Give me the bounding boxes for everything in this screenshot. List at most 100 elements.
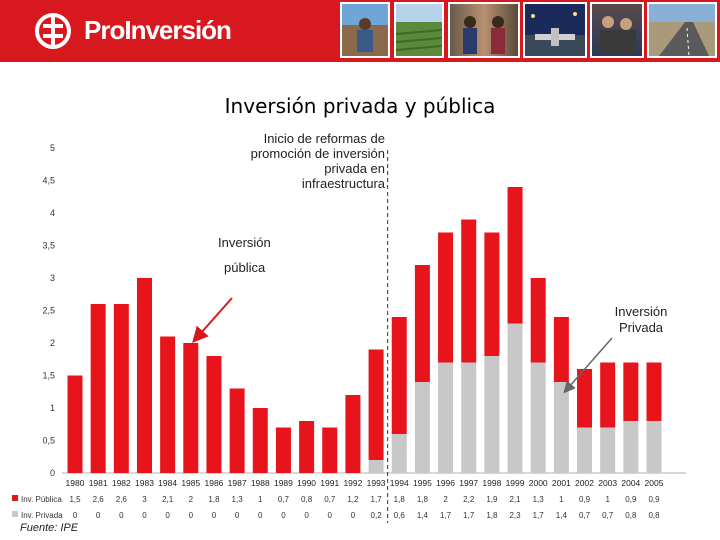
table-privada-value: 0,7 xyxy=(602,511,614,520)
private-investment-label: Inversión xyxy=(615,304,668,319)
bar-publica-1990 xyxy=(299,421,315,473)
table-privada-value: 0 xyxy=(304,511,309,520)
bar-publica-1997 xyxy=(461,219,477,363)
field-photo xyxy=(394,2,444,58)
table-privada-value: 0 xyxy=(281,511,286,520)
table-publica-value: 2 xyxy=(443,495,448,504)
table-publica-value: 1,5 xyxy=(69,495,81,504)
bar-privada-2001 xyxy=(553,382,569,473)
investment-chart: 0 0,5 1 1,5 2 2,5 3 3,5 4 4,5 5 1980 1,5 0 1981 2,6 0 198… xyxy=(12,131,686,523)
bar-publica-1994 xyxy=(391,317,407,434)
private-arrow xyxy=(563,337,613,394)
x-tick-label: 2001 xyxy=(552,478,571,488)
bar-publica-1987 xyxy=(229,388,245,473)
x-tick-label: 1990 xyxy=(297,478,316,488)
x-tick-label: 1983 xyxy=(135,478,154,488)
legend-privada-label: Inv. Privada xyxy=(21,511,63,520)
bar-privada-1999 xyxy=(507,323,523,473)
table-publica-value: 0,9 xyxy=(648,495,660,504)
legend-privada-swatch xyxy=(12,511,18,517)
bar-publica-1984 xyxy=(160,336,176,473)
table-privada-value: 0 xyxy=(351,511,356,520)
reform-annotation-line: Inicio de reformas de xyxy=(264,131,385,146)
bar-publica-1993 xyxy=(368,349,384,460)
y-tick-label: 2 xyxy=(50,338,55,348)
table-privada-value: 0 xyxy=(189,511,194,520)
x-tick-label: 2000 xyxy=(529,478,548,488)
table-publica-value: 3 xyxy=(142,495,147,504)
table-publica-value: 1,7 xyxy=(371,495,383,504)
table-privada-value: 0,8 xyxy=(625,511,637,520)
table-privada-value: 0,6 xyxy=(394,511,406,520)
y-tick-label: 4,5 xyxy=(42,176,55,186)
bar-privada-2002 xyxy=(577,427,593,473)
table-privada-value: 1,8 xyxy=(486,511,498,520)
table-publica-value: 1 xyxy=(559,495,564,504)
brand-name: ProInversión xyxy=(84,15,232,45)
bar-privada-1997 xyxy=(461,362,477,473)
y-tick-label: 2,5 xyxy=(42,306,55,316)
table-privada-value: 1,7 xyxy=(533,511,545,520)
table-privada-value: 0,8 xyxy=(648,511,660,520)
x-tick-label: 2005 xyxy=(645,478,664,488)
table-publica-value: 1,3 xyxy=(232,495,244,504)
table-privada-value: 1,7 xyxy=(440,511,452,520)
table-privada-value: 0 xyxy=(235,511,240,520)
bar-publica-2004 xyxy=(623,362,639,421)
public-investment-label: Inversión xyxy=(218,235,271,250)
y-tick-label: 1,5 xyxy=(42,371,55,381)
table-publica-value: 1 xyxy=(605,495,610,504)
bar-publica-1991 xyxy=(322,427,338,473)
table-publica-value: 1,8 xyxy=(417,495,429,504)
table-publica-value: 2 xyxy=(189,495,194,504)
bar-privada-1998 xyxy=(484,356,500,473)
table-privada-value: 0 xyxy=(212,511,217,520)
y-tick-label: 3,5 xyxy=(42,241,55,251)
bar-publica-1988 xyxy=(252,408,268,473)
table-publica-value: 2,2 xyxy=(463,495,475,504)
x-tick-label: 1993 xyxy=(367,478,386,488)
table-privada-value: 0 xyxy=(165,511,170,520)
table-publica-value: 1,8 xyxy=(394,495,406,504)
farmer-photo xyxy=(340,2,390,58)
table-privada-value: 1,4 xyxy=(556,511,568,520)
bar-publica-1999 xyxy=(507,187,523,324)
x-tick-label: 1985 xyxy=(181,478,200,488)
x-tick-label: 1980 xyxy=(66,478,85,488)
x-tick-label: 2002 xyxy=(575,478,594,488)
bar-privada-1994 xyxy=(391,434,407,473)
bar-privada-2004 xyxy=(623,421,639,473)
reform-annotation-line: privada en xyxy=(324,161,385,176)
x-tick-label: 1999 xyxy=(506,478,525,488)
reform-annotation-line: infraestructura xyxy=(302,176,386,191)
y-tick-label: 3 xyxy=(50,273,55,283)
bar-publica-2003 xyxy=(600,362,616,428)
x-tick-label: 1989 xyxy=(274,478,293,488)
x-tick-label: 1998 xyxy=(482,478,501,488)
legend-publica-swatch xyxy=(12,495,18,501)
table-publica-value: 2,6 xyxy=(93,495,105,504)
table-publica-value: 2,6 xyxy=(116,495,128,504)
x-tick-label: 1997 xyxy=(459,478,478,488)
x-tick-label: 2003 xyxy=(598,478,617,488)
bar-publica-1996 xyxy=(438,232,454,363)
reform-annotation-line: promoción de inversión xyxy=(251,146,385,161)
bar-privada-1995 xyxy=(414,382,430,473)
legend-publica-label: Inv. Pública xyxy=(21,495,62,504)
bar-publica-1983 xyxy=(136,278,152,473)
x-tick-label: 1987 xyxy=(228,478,247,488)
x-tick-label: 2004 xyxy=(621,478,640,488)
table-publica-value: 0,9 xyxy=(625,495,637,504)
y-tick-label: 0 xyxy=(50,468,55,478)
table-privada-value: 1,4 xyxy=(417,511,429,520)
bar-privada-1996 xyxy=(438,362,454,473)
source-note: Fuente: IPE xyxy=(20,522,79,534)
bar-publica-2005 xyxy=(646,362,662,421)
x-tick-label: 1996 xyxy=(436,478,455,488)
table-privada-value: 0,2 xyxy=(371,511,383,520)
bar-privada-2005 xyxy=(646,421,662,473)
private-investment-label: Privada xyxy=(619,320,664,335)
bar-publica-1992 xyxy=(345,395,361,473)
public-arrow xyxy=(192,297,233,343)
bar-publica-2002 xyxy=(577,369,593,428)
